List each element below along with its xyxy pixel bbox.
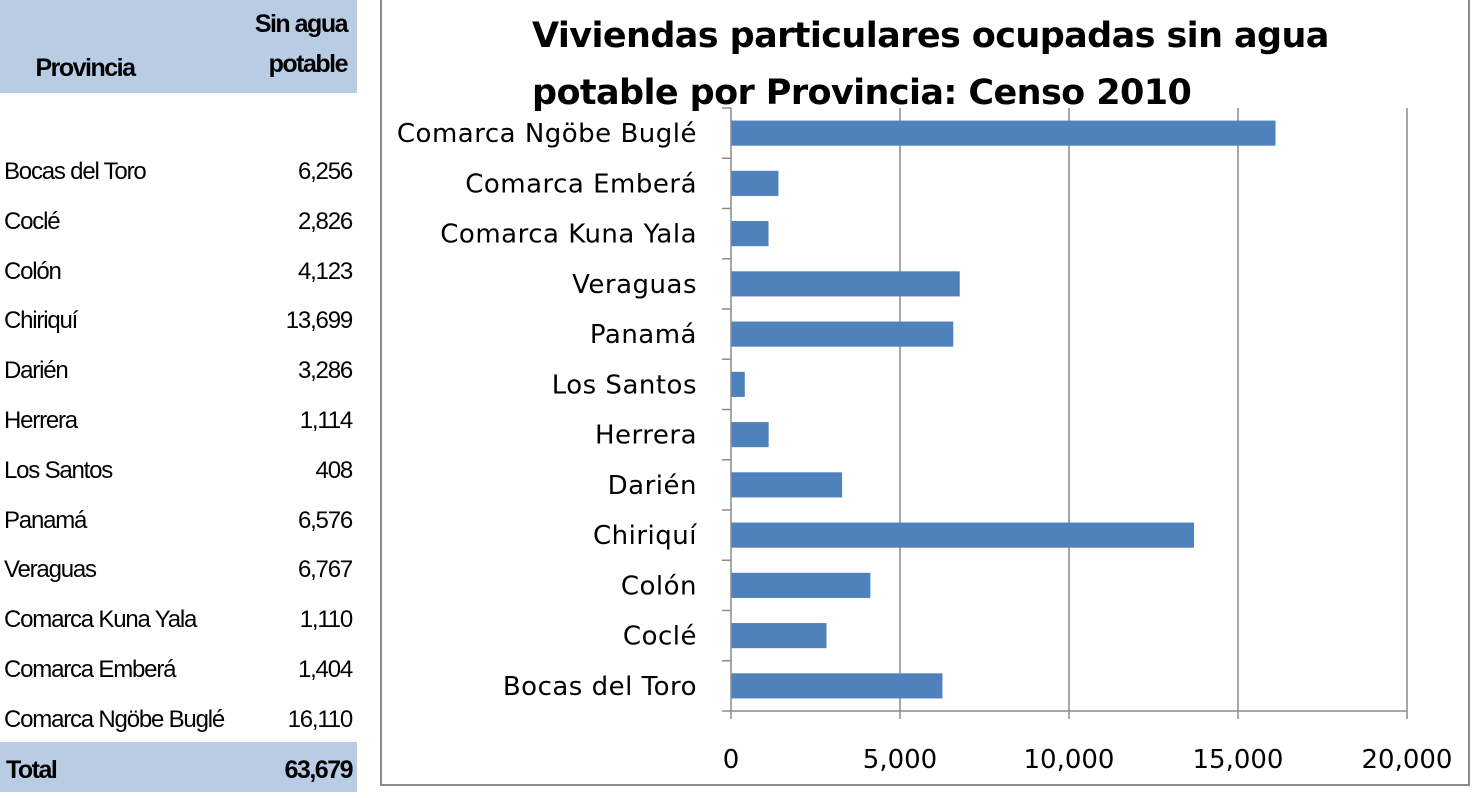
bar	[731, 321, 954, 347]
table-header: Provincia Sin agua potable	[0, 0, 357, 93]
row-value: 6,767	[297, 556, 353, 584]
table-row: Comarca Emberá 1,404	[0, 645, 357, 695]
row-province-name: Darién	[4, 357, 69, 385]
table-row: Panamá 6,576	[0, 496, 357, 546]
category-label: Panamá	[590, 320, 697, 350]
bar	[731, 271, 960, 297]
bar	[731, 221, 769, 247]
category-label: Comarca Emberá	[465, 169, 697, 199]
row-province-name: Herrera	[4, 406, 78, 434]
table-total-row: Total 63,679	[0, 742, 357, 792]
row-province-name: Chiriquí	[4, 307, 78, 335]
table-row: Colón 4,123	[0, 247, 357, 297]
category-label: Herrera	[595, 421, 697, 451]
x-tick-label: 5,000	[863, 745, 937, 775]
table-rows: Bocas del Toro 6,256 Coclé 2,826 Colón 4,123 C…	[0, 147, 357, 745]
table-row: Veraguas 6,767	[0, 545, 357, 595]
category-label: Comarca Kuna Yala	[440, 220, 697, 250]
bar	[731, 371, 745, 397]
category-label: Los Santos	[552, 370, 697, 400]
bar	[731, 522, 1195, 548]
row-value: 6,576	[297, 506, 353, 534]
row-value: 1,114	[299, 406, 353, 434]
total-value: 63,679	[284, 756, 354, 784]
header-value: Sin agua potable	[227, 4, 349, 84]
x-tick-label: 20,000	[1362, 745, 1453, 775]
table-row: Coclé 2,826	[0, 197, 357, 247]
row-value: 3,286	[297, 357, 353, 385]
bar	[731, 170, 779, 196]
row-province-name: Bocas del Toro	[4, 158, 147, 185]
data-table: Provincia Sin agua potable Bocas del Tor…	[0, 0, 357, 792]
row-value: 4,123	[297, 257, 353, 285]
category-label: Darién	[608, 471, 697, 501]
category-label: Colón	[621, 571, 697, 601]
category-label: Bocas del Toro	[503, 672, 697, 702]
bar	[731, 673, 943, 699]
chart-title: Viviendas particulares ocupadas sin agua…	[532, 16, 1329, 113]
header-province: Provincia	[35, 54, 136, 82]
row-value: 408	[315, 456, 354, 484]
bar	[731, 120, 1276, 146]
x-tick-label: 10,000	[1024, 745, 1115, 775]
x-tick-label: 15,000	[1193, 745, 1284, 775]
row-province-name: Los Santos	[4, 456, 113, 484]
category-label: Comarca Ngöbe Buglé	[397, 119, 697, 149]
header-value-line1: Sin agua	[254, 10, 349, 38]
table-row: Comarca Kuna Yala 1,110	[0, 595, 357, 645]
bar	[731, 572, 871, 598]
table-row: Herrera 1,114	[0, 396, 357, 446]
category-label: Coclé	[623, 622, 697, 652]
row-province-name: Comarca Ngöbe Buglé	[4, 705, 225, 733]
table-row: Chiriquí 13,699	[0, 296, 357, 346]
table-row: Comarca Ngöbe Buglé 16,110	[0, 695, 357, 745]
category-label: Chiriquí	[593, 521, 697, 551]
row-value: 13,699	[285, 307, 353, 335]
header-value-line2: potable	[268, 50, 349, 78]
x-tick-label: 0	[723, 745, 740, 775]
row-value: 6,256	[297, 158, 353, 185]
row-province-name: Coclé	[4, 207, 61, 235]
row-province-name: Comarca Emberá	[4, 655, 176, 683]
row-province-name: Panamá	[4, 506, 87, 534]
bar	[731, 472, 843, 498]
row-value: 16,110	[287, 705, 354, 733]
row-value: 1,110	[299, 606, 353, 634]
row-province-name: Veraguas	[4, 556, 97, 584]
bar	[731, 623, 827, 649]
bar	[731, 422, 769, 448]
table-row: Los Santos 408	[0, 446, 357, 496]
total-label: Total	[6, 756, 58, 784]
row-province-name: Comarca Kuna Yala	[4, 606, 197, 634]
row-value: 2,826	[297, 207, 353, 235]
row-value: 1,404	[297, 655, 353, 683]
table-row: Bocas del Toro 6,256	[0, 147, 357, 197]
row-province-name: Colón	[4, 257, 62, 285]
table-row: Darién 3,286	[0, 346, 357, 396]
category-label: Veraguas	[572, 270, 697, 300]
